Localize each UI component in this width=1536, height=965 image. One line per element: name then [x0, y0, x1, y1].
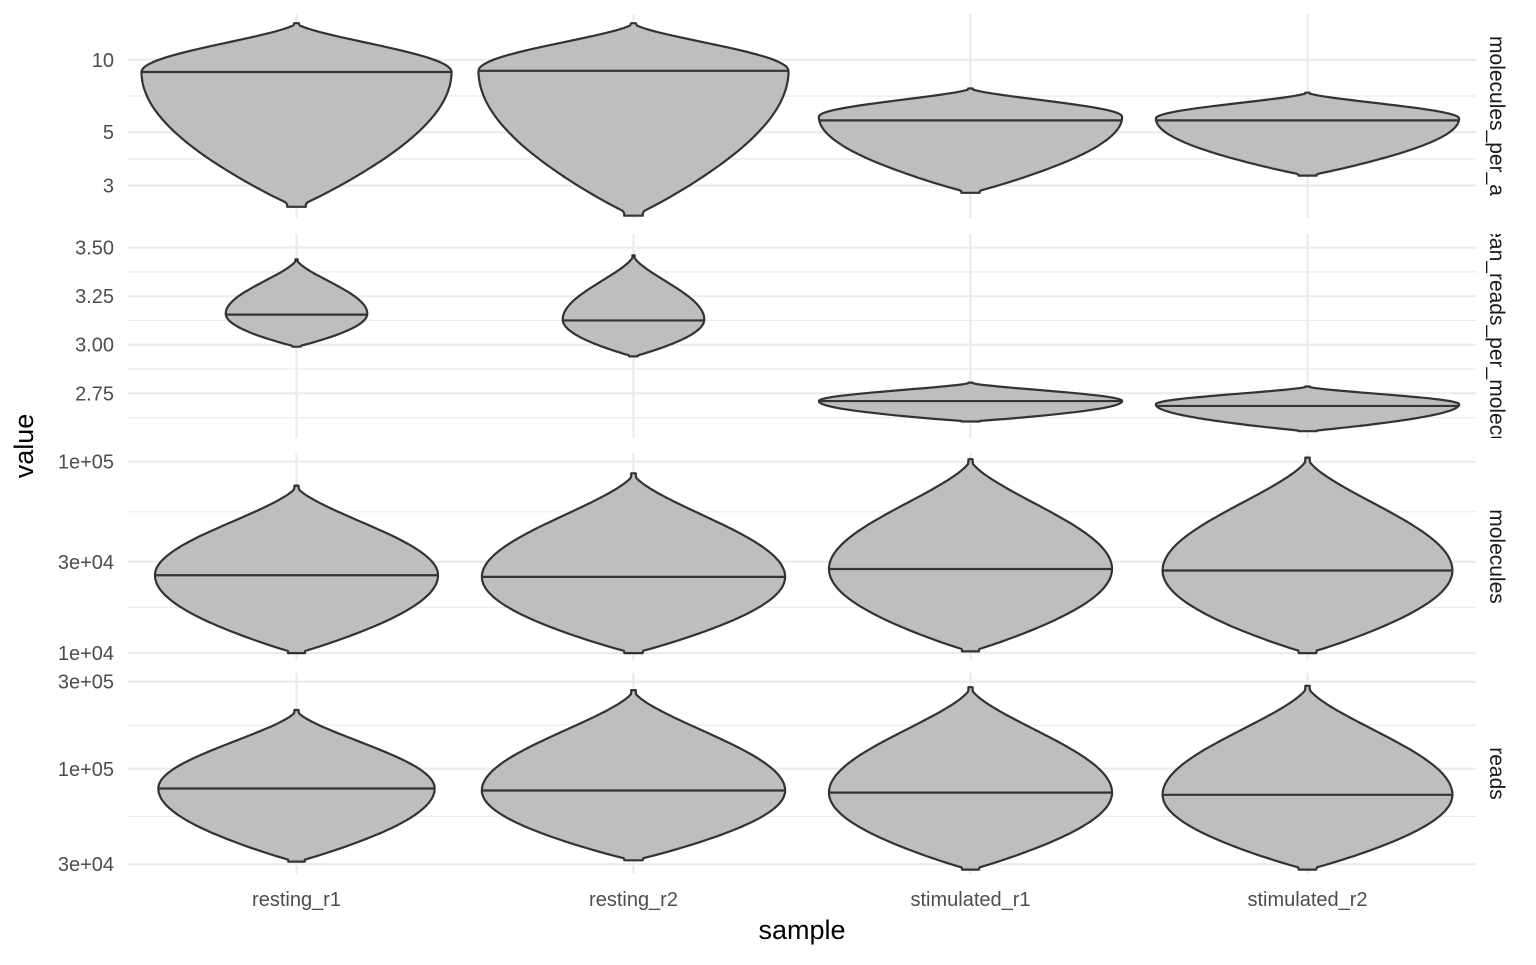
- x-tick-label: resting_r1: [252, 889, 341, 911]
- facet-strip-label: molecules_per_a: [1485, 36, 1508, 196]
- y-tick-label: 3e+05: [58, 672, 114, 694]
- x-axis-title: sample: [758, 915, 845, 945]
- label-layer: resting_r1 resting_r2 stimulated_r1 stimula…: [58, 36, 1508, 911]
- violin-resting_r2: [480, 472, 787, 655]
- facet-strip-label: molecules: [1485, 509, 1508, 604]
- x-tick-label: stimulated_r1: [910, 889, 1030, 911]
- violin-resting_r1: [140, 22, 453, 208]
- y-tick-label: 3.00: [75, 335, 114, 357]
- y-tick-label: 3: [103, 176, 114, 198]
- y-tick-label: 3e+04: [58, 854, 114, 876]
- violin-resting_r1: [153, 484, 440, 655]
- violin-resting_r2: [477, 22, 790, 217]
- violin-stimulated_r2: [1161, 456, 1454, 655]
- x-tick-label: stimulated_r2: [1247, 889, 1367, 911]
- violin-stimulated_r2: [1154, 91, 1461, 177]
- violin-stimulated_r2: [1161, 684, 1454, 871]
- y-tick-label: 2.75: [75, 383, 114, 405]
- y-tick-label: 5: [103, 122, 114, 144]
- violin-resting_r2: [561, 254, 706, 358]
- violin-resting_r1: [157, 708, 436, 863]
- y-tick-label: 1e+04: [58, 643, 114, 665]
- y-tick-label: 1e+05: [58, 452, 114, 474]
- violin-stimulated_r1: [827, 686, 1114, 871]
- x-tick-label: resting_r2: [589, 889, 678, 911]
- y-axis-title: value: [9, 414, 39, 479]
- y-tick-label: 3e+04: [58, 552, 114, 574]
- violin-resting_r2: [480, 689, 787, 862]
- violin-layer: [140, 22, 1461, 871]
- y-tick-label: 1e+05: [58, 759, 114, 781]
- violin-stimulated_r1: [817, 87, 1124, 194]
- violin-stimulated_r1: [827, 458, 1114, 653]
- violin-resting_r1: [224, 258, 369, 348]
- y-tick-label: 3.25: [75, 286, 114, 308]
- facet-strip-label: mean_reads_per_molecule: [1485, 209, 1508, 464]
- facet-strip-label: reads: [1485, 747, 1508, 800]
- y-tick-label: 10: [92, 50, 114, 72]
- violin-stimulated_r2: [1154, 385, 1461, 433]
- y-tick-label: 3.50: [75, 238, 114, 260]
